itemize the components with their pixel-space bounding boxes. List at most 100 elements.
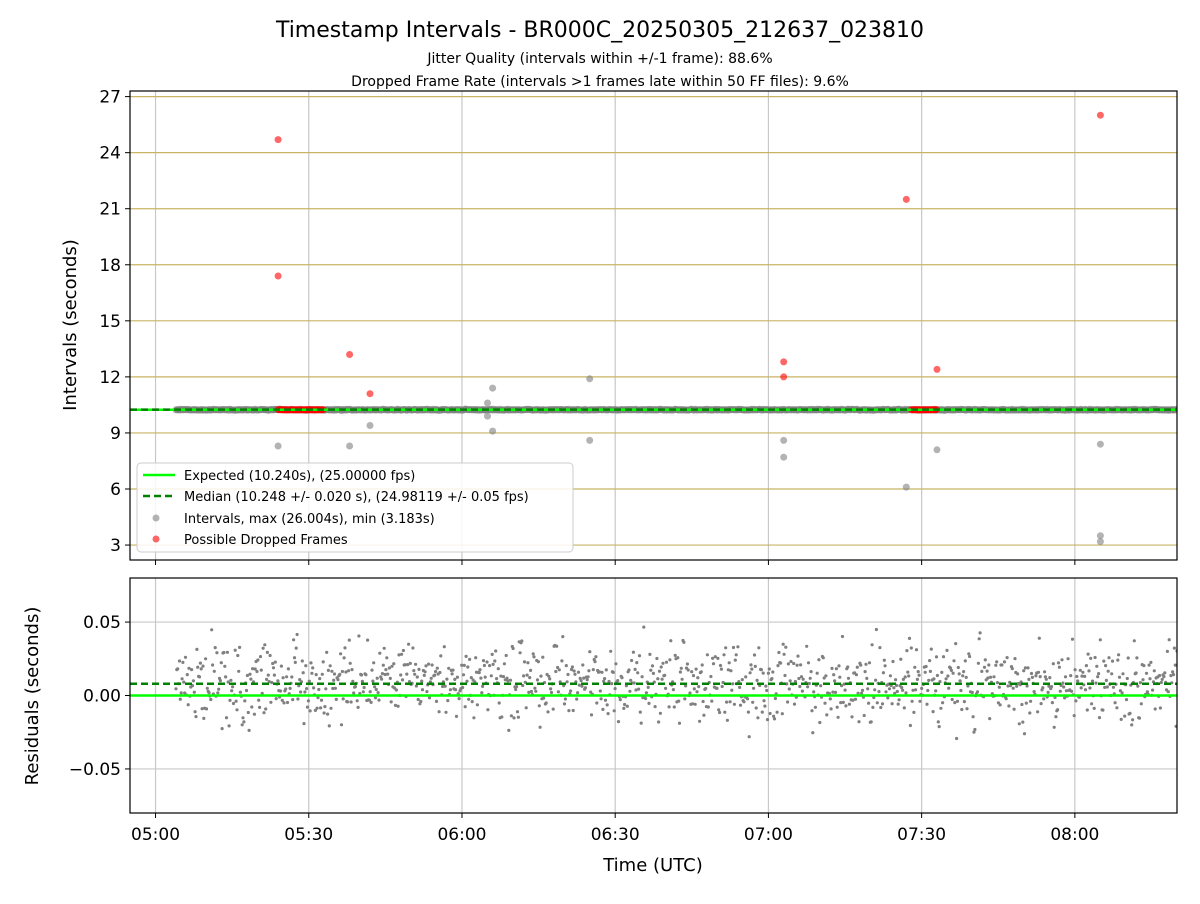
residual-point: [417, 667, 421, 672]
residual-point: [1097, 716, 1102, 720]
residual-point: [1117, 653, 1121, 657]
residual-point: [217, 687, 221, 691]
residual-point: [220, 727, 224, 731]
residual-point: [899, 657, 903, 661]
y-tick-label-top: 24: [99, 144, 121, 164]
residual-point: [1149, 660, 1153, 665]
residual-point: [878, 646, 882, 650]
residual-point: [696, 676, 700, 680]
residual-point: [326, 712, 330, 716]
residual-point: [531, 652, 535, 656]
interval-outlier-point: [484, 399, 491, 407]
residual-point: [1151, 688, 1155, 692]
residual-point: [639, 721, 643, 725]
residual-point: [1159, 680, 1163, 685]
residual-point: [571, 708, 575, 713]
residual-point: [548, 677, 552, 681]
residual-point: [657, 669, 662, 673]
residual-point: [1036, 710, 1040, 714]
residual-point: [959, 688, 963, 693]
residual-point: [340, 669, 344, 674]
residual-point: [653, 705, 657, 709]
residual-point: [1139, 702, 1143, 706]
residual-point: [305, 705, 310, 709]
residual-point: [462, 663, 466, 668]
residual-point: [614, 662, 618, 666]
residual-point: [512, 716, 516, 720]
residual-point: [947, 686, 951, 690]
residual-point: [718, 710, 722, 715]
residual-point: [1138, 681, 1142, 685]
chart-title: Timestamp Intervals - BR000C_20250305_21…: [275, 18, 924, 43]
residual-point: [830, 666, 834, 671]
residual-point: [610, 682, 614, 686]
residual-point: [474, 656, 478, 660]
residual-point: [299, 690, 303, 694]
residual-point: [660, 677, 664, 681]
residual-point: [316, 696, 320, 700]
residual-point: [1166, 690, 1170, 694]
residual-point: [928, 669, 933, 674]
residual-point: [385, 656, 389, 660]
residual-point: [577, 683, 581, 687]
residual-point: [412, 669, 416, 673]
residual-point: [636, 671, 640, 675]
residual-point: [529, 689, 534, 694]
residual-point: [505, 676, 509, 680]
residual-point: [266, 673, 270, 677]
residual-point: [368, 690, 372, 694]
residual-point: [1015, 684, 1019, 688]
residual-point: [1124, 698, 1129, 702]
x-tick-label: 06:30: [591, 825, 640, 845]
interval-outlier-point: [780, 436, 788, 444]
residual-point: [300, 659, 304, 663]
residual-point: [664, 660, 669, 664]
residual-point: [247, 728, 251, 733]
residual-point: [671, 688, 676, 692]
intervals-plot-area: [130, 111, 1177, 546]
residual-point: [366, 638, 370, 642]
residual-point: [529, 668, 533, 673]
residual-point: [427, 696, 432, 700]
dropped-frame-point: [366, 390, 374, 398]
residual-point: [731, 682, 735, 686]
residual-point: [318, 677, 322, 681]
residual-point: [1135, 656, 1139, 660]
residual-point: [658, 711, 663, 715]
residual-point: [1169, 674, 1173, 678]
residual-point: [479, 676, 483, 680]
residual-point: [815, 671, 819, 675]
residual-point: [952, 659, 956, 663]
residual-point: [583, 686, 588, 690]
residual-point: [789, 659, 793, 664]
residual-point: [850, 715, 854, 719]
residual-point: [537, 704, 541, 708]
residual-point: [1116, 658, 1120, 662]
residual-point: [502, 662, 506, 666]
residual-point: [470, 700, 474, 704]
residual-point: [958, 679, 962, 683]
residual-point: [346, 669, 351, 673]
residual-point: [859, 663, 863, 667]
residual-point: [1051, 662, 1055, 666]
residual-point: [968, 654, 972, 659]
residual-point: [549, 687, 553, 691]
residual-point: [556, 690, 561, 694]
residual-point: [960, 707, 964, 712]
residual-point: [260, 691, 264, 696]
residual-point: [506, 679, 510, 683]
residual-point: [291, 698, 295, 702]
residual-point: [1022, 732, 1027, 736]
residual-point: [613, 687, 617, 691]
residual-point: [311, 666, 315, 670]
residual-point: [322, 711, 326, 715]
residual-point: [1020, 702, 1024, 707]
residual-point: [750, 667, 754, 671]
residual-point: [782, 652, 786, 656]
residual-point: [541, 655, 545, 659]
residual-point: [818, 720, 822, 725]
residual-point: [949, 668, 954, 673]
residual-point: [1056, 708, 1060, 712]
residual-point: [416, 697, 420, 702]
